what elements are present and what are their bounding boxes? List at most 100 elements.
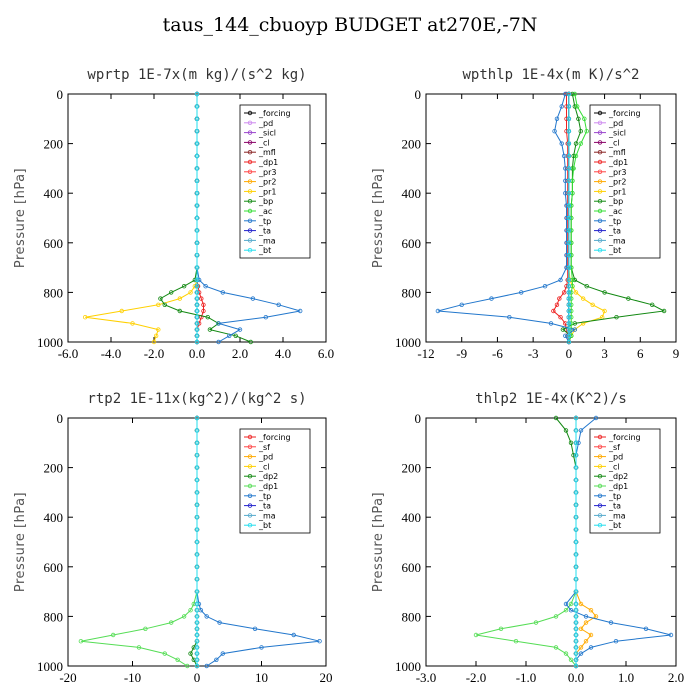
data-point xyxy=(564,203,569,208)
data-point xyxy=(573,428,579,433)
series-bt xyxy=(194,91,200,345)
legend-marker xyxy=(247,503,253,508)
x-tick-label: 0.0 xyxy=(568,670,584,685)
data-point xyxy=(259,645,264,650)
series-pr1 xyxy=(82,91,200,345)
data-point xyxy=(566,178,572,183)
legend-label: _forcing xyxy=(608,433,641,442)
y-tick-label: 400 xyxy=(44,186,64,201)
data-point xyxy=(566,302,572,307)
data-point xyxy=(298,308,303,314)
data-point xyxy=(194,302,200,307)
data-point xyxy=(566,141,572,146)
legend-marker xyxy=(247,247,253,253)
x-tick-label: 10 xyxy=(255,670,268,685)
data-point xyxy=(194,589,200,594)
y-tick-label: 200 xyxy=(402,461,422,476)
data-point xyxy=(626,296,631,301)
data-point xyxy=(194,465,200,470)
data-point xyxy=(489,296,494,301)
legend-marker xyxy=(597,464,603,469)
data-point xyxy=(568,608,574,613)
legend-label: _sicl xyxy=(608,129,626,138)
legend-marker xyxy=(247,444,253,449)
x-tick-label: -2.0 xyxy=(144,346,165,361)
data-point xyxy=(558,315,563,320)
legend-marker xyxy=(247,140,253,145)
legend-marker xyxy=(247,483,253,489)
data-point xyxy=(569,265,574,270)
y-tick-label: 0 xyxy=(57,87,64,102)
data-point xyxy=(566,265,572,270)
data-point xyxy=(317,639,322,644)
data-point xyxy=(143,626,148,631)
data-point xyxy=(181,614,187,619)
data-point xyxy=(583,614,589,619)
legend-marker xyxy=(597,493,603,498)
legend-label: _cl xyxy=(608,138,620,147)
legend-marker xyxy=(247,238,253,243)
data-point xyxy=(204,663,209,669)
data-point xyxy=(205,315,210,320)
data-point xyxy=(558,277,563,283)
y-tick-label: 1000 xyxy=(395,659,421,674)
legend: _forcing_pd_sicl_cl_mfl_dp1_pr3_pr2_pr1_… xyxy=(589,104,661,259)
legend-marker xyxy=(597,198,603,204)
legend-marker xyxy=(247,434,253,440)
data-point xyxy=(584,284,589,289)
data-point xyxy=(573,290,579,295)
legend-marker xyxy=(597,503,603,508)
data-point xyxy=(573,620,579,625)
data-point xyxy=(559,104,564,109)
data-point xyxy=(580,321,586,326)
data-point xyxy=(233,333,238,338)
data-point xyxy=(593,614,599,619)
data-point xyxy=(214,657,219,662)
data-point xyxy=(162,302,167,307)
legend-label: _bp xyxy=(258,197,273,206)
data-point xyxy=(569,240,574,245)
data-point xyxy=(553,614,559,619)
legend-marker xyxy=(597,238,603,243)
legend-marker xyxy=(247,189,253,194)
data-point xyxy=(573,614,579,619)
legend-marker xyxy=(597,189,603,194)
legend-label: _ma xyxy=(608,511,626,520)
y-tick-label: 400 xyxy=(402,186,422,201)
legend-label: _bt xyxy=(258,521,271,530)
panel-title: wprtp 1E-7x(m kg)/(s^2 kg) xyxy=(87,67,306,83)
y-tick-label: 600 xyxy=(44,236,64,251)
panel-title: rtp2 1E-11x(kg^2)/(kg^2 s) xyxy=(87,391,306,407)
data-point xyxy=(566,339,572,345)
legend-label: _pr3 xyxy=(608,168,626,177)
data-point xyxy=(130,321,135,326)
data-point xyxy=(216,321,221,326)
legend-marker xyxy=(247,454,253,459)
data-point xyxy=(563,428,569,433)
legend-label: _pd xyxy=(258,119,273,128)
y-tick-label: 200 xyxy=(402,137,422,152)
figure-title: taus_144_cbuoyp BUDGET at270E,-7N xyxy=(162,14,538,36)
legend-label: _pd xyxy=(608,119,623,128)
legend-label: _pr3 xyxy=(258,168,276,177)
x-tick-label: -1.0 xyxy=(516,670,537,685)
data-point xyxy=(588,608,594,613)
data-point xyxy=(569,333,574,338)
x-tick-label: -10 xyxy=(124,670,141,685)
data-point xyxy=(569,308,574,314)
data-point xyxy=(194,315,200,320)
data-point xyxy=(194,240,200,245)
data-point xyxy=(82,315,88,320)
data-point xyxy=(519,290,524,295)
legend-label: _sf xyxy=(258,443,270,452)
legend-marker xyxy=(597,483,603,489)
data-point xyxy=(217,620,222,625)
legend-label: _dp2 xyxy=(258,472,278,481)
data-point xyxy=(602,308,607,314)
data-point xyxy=(194,614,200,619)
y-tick-label: 1000 xyxy=(37,659,63,674)
legend-label: _tp xyxy=(258,217,271,226)
data-point xyxy=(220,651,225,656)
data-point xyxy=(194,651,200,656)
